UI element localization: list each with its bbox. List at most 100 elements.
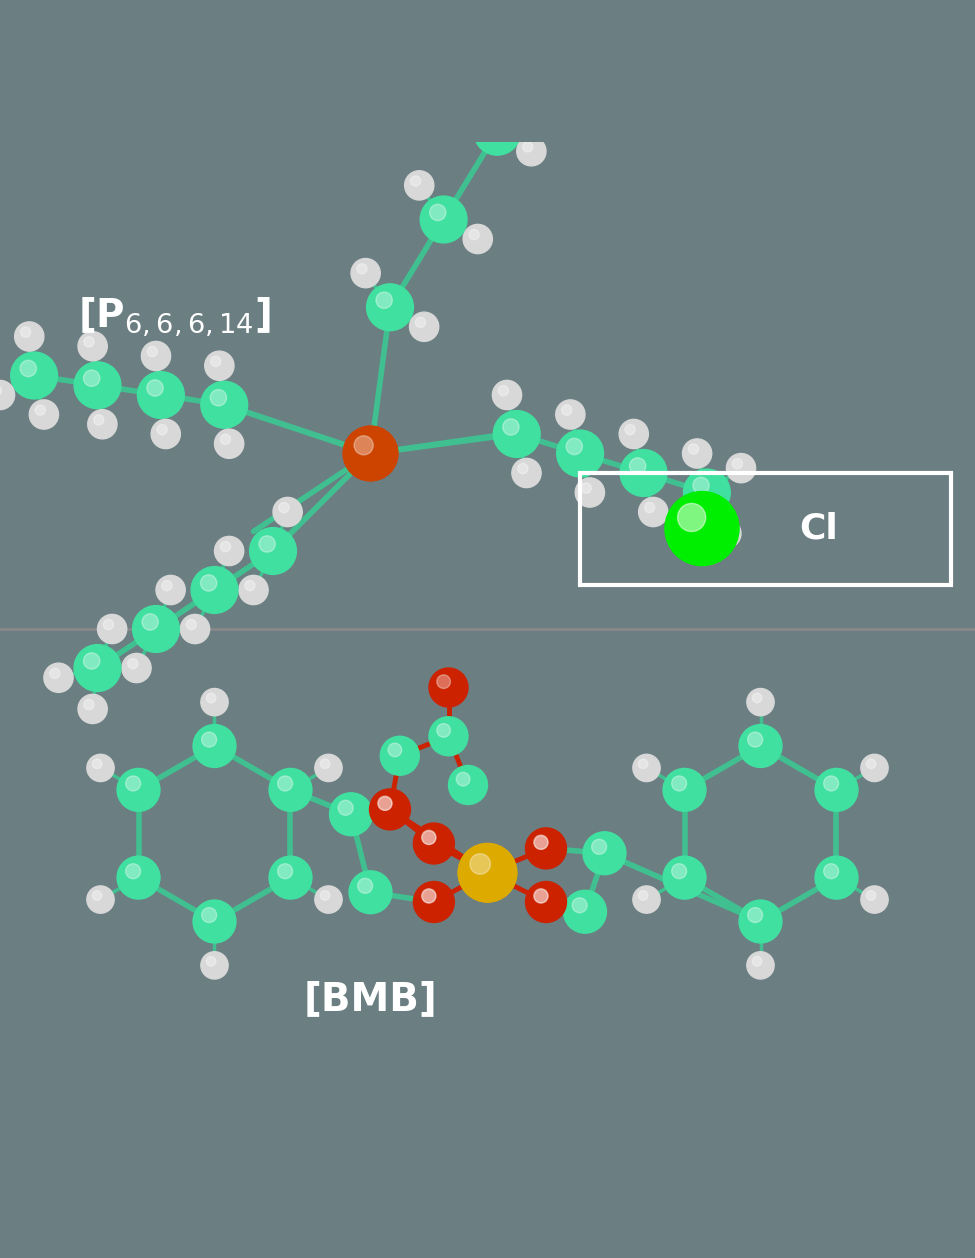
Circle shape (732, 459, 743, 469)
Circle shape (156, 575, 185, 605)
Circle shape (413, 882, 454, 922)
Circle shape (458, 83, 488, 112)
Circle shape (370, 790, 410, 829)
Circle shape (526, 829, 565, 868)
Circle shape (117, 857, 160, 899)
Circle shape (421, 888, 436, 903)
Circle shape (103, 619, 114, 630)
Circle shape (151, 419, 180, 449)
Circle shape (430, 204, 446, 220)
Circle shape (367, 284, 413, 331)
Circle shape (861, 755, 888, 781)
Circle shape (570, 49, 600, 78)
Circle shape (726, 453, 756, 483)
Circle shape (84, 337, 94, 347)
Circle shape (448, 766, 488, 805)
Circle shape (534, 889, 548, 903)
Circle shape (20, 360, 36, 376)
Circle shape (639, 891, 647, 901)
Circle shape (474, 108, 521, 155)
Circle shape (315, 886, 342, 913)
Circle shape (470, 854, 490, 874)
Circle shape (358, 878, 372, 893)
Circle shape (201, 952, 228, 979)
Circle shape (220, 541, 231, 552)
Circle shape (572, 898, 587, 913)
Circle shape (180, 614, 210, 644)
Circle shape (422, 889, 436, 903)
Circle shape (211, 390, 226, 406)
Circle shape (633, 755, 660, 781)
Circle shape (815, 769, 858, 811)
Circle shape (458, 844, 517, 902)
Circle shape (0, 380, 15, 410)
Circle shape (533, 888, 548, 903)
Circle shape (630, 458, 645, 474)
Circle shape (753, 693, 761, 703)
Circle shape (533, 835, 548, 849)
Circle shape (748, 732, 762, 747)
Circle shape (421, 830, 436, 844)
Text: [BMB]: [BMB] (303, 980, 438, 1019)
Circle shape (278, 864, 292, 878)
Circle shape (147, 380, 163, 396)
Circle shape (357, 264, 368, 274)
Circle shape (517, 137, 546, 166)
Circle shape (718, 523, 727, 535)
Circle shape (87, 755, 114, 781)
Circle shape (44, 663, 73, 692)
Circle shape (128, 658, 138, 669)
Circle shape (523, 142, 533, 152)
Circle shape (413, 823, 454, 864)
Circle shape (202, 907, 216, 922)
Circle shape (824, 864, 838, 878)
Circle shape (414, 824, 453, 863)
Circle shape (351, 258, 380, 288)
Circle shape (193, 899, 236, 944)
Circle shape (824, 776, 838, 791)
Circle shape (278, 776, 292, 791)
Circle shape (575, 478, 604, 507)
Circle shape (464, 88, 475, 98)
Circle shape (74, 362, 121, 409)
Circle shape (712, 518, 741, 548)
Circle shape (141, 341, 171, 371)
Circle shape (88, 410, 117, 439)
Circle shape (683, 469, 730, 516)
Circle shape (343, 426, 398, 481)
Circle shape (469, 229, 480, 240)
Circle shape (84, 653, 99, 669)
Circle shape (137, 371, 184, 419)
Circle shape (861, 886, 888, 913)
Circle shape (349, 871, 392, 913)
Bar (580, 473, 951, 585)
Circle shape (201, 575, 216, 591)
Circle shape (388, 743, 402, 757)
Circle shape (492, 380, 522, 410)
Circle shape (78, 694, 107, 723)
Circle shape (405, 171, 434, 200)
Circle shape (410, 312, 439, 341)
Circle shape (380, 736, 419, 775)
Circle shape (512, 0, 541, 24)
Circle shape (15, 322, 44, 351)
Circle shape (512, 458, 541, 488)
Circle shape (11, 352, 58, 399)
Circle shape (693, 477, 709, 493)
Circle shape (437, 723, 450, 737)
Circle shape (493, 410, 540, 458)
Circle shape (518, 0, 528, 10)
Circle shape (321, 759, 330, 769)
Circle shape (557, 430, 604, 477)
Circle shape (503, 419, 519, 435)
Circle shape (377, 796, 392, 810)
Circle shape (126, 776, 140, 791)
Circle shape (748, 907, 762, 922)
Circle shape (220, 434, 231, 444)
Circle shape (74, 644, 121, 692)
Circle shape (562, 405, 571, 415)
Circle shape (93, 891, 101, 901)
Text: Cl: Cl (800, 512, 838, 546)
Circle shape (87, 886, 114, 913)
Circle shape (338, 800, 353, 815)
